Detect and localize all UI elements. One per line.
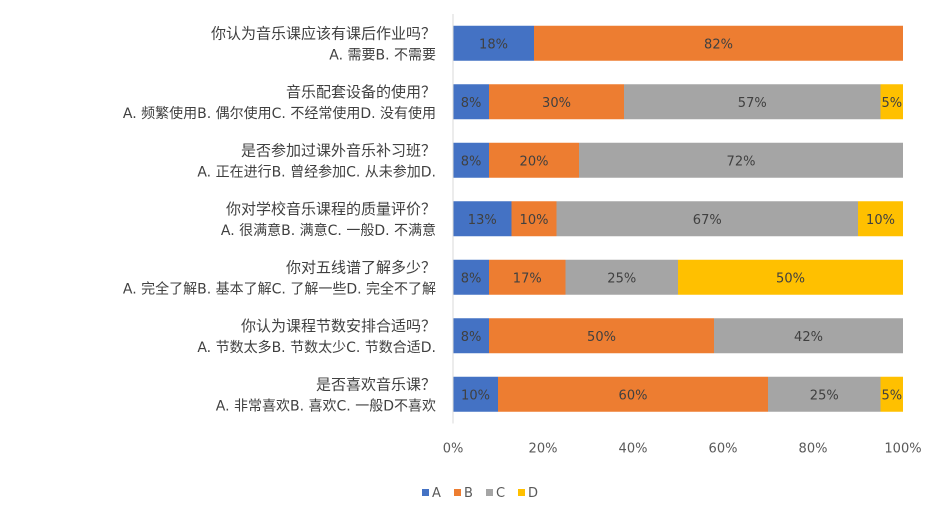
bar-segment-a-row-2 <box>453 84 489 120</box>
data-label-a-row-7: 10% <box>461 388 490 403</box>
bar-segment-a-row-3 <box>453 142 489 178</box>
category-options-label: A. 非常喜欢B. 喜欢C. 一般D不喜欢 <box>216 398 436 414</box>
data-label-d-row-4: 10% <box>866 213 895 228</box>
bar-segment-d-row-7 <box>880 376 903 412</box>
data-label-a-row-1: 18% <box>479 37 508 52</box>
legend-swatch-b <box>454 489 461 496</box>
bar-segment-d-row-5 <box>678 259 903 295</box>
x-tick-label: 100% <box>884 442 921 457</box>
data-label-a-row-6: 8% <box>461 330 482 345</box>
bar-segment-c-row-5 <box>565 259 678 295</box>
bar-segment-a-row-5 <box>453 259 489 295</box>
category-options-label: A. 正在进行B. 曾经参加C. 从未参加D. <box>197 163 436 180</box>
bar-segment-b-row-6 <box>489 318 714 354</box>
category-question-label: 你认为课程节数安排合适吗？ <box>241 317 436 335</box>
data-label-c-row-7: 25% <box>810 388 839 403</box>
bar-segment-c-row-2 <box>624 84 881 120</box>
category-options-label: A. 需要B. 不需要 <box>329 47 436 63</box>
category-options-label: A. 节数太多B. 节数太少C. 节数合适D. <box>197 339 436 356</box>
x-tick-label: 80% <box>799 442 828 457</box>
bar-labels-layer: 18% 82% 8% 30% 57% 5% 8% 20% 72% 13% 10% 67% 10% 8% 17… <box>461 37 902 403</box>
legend-swatch-a <box>422 489 429 496</box>
bar-segment-a-row-4 <box>453 201 512 237</box>
legend: A B C D <box>422 486 538 501</box>
bars-layer <box>453 25 903 412</box>
data-label-b-row-1: 82% <box>704 37 733 52</box>
data-label-a-row-3: 8% <box>461 154 482 169</box>
category-question-label: 你对五线谱了解多少？ <box>286 258 436 276</box>
data-label-d-row-5: 50% <box>776 271 805 286</box>
bar-segment-d-row-4 <box>858 201 903 237</box>
data-label-c-row-3: 72% <box>727 154 756 169</box>
x-tick-label: 0% <box>443 442 464 457</box>
legend-swatch-c <box>486 489 493 496</box>
bar-segment-b-row-2 <box>489 84 624 120</box>
bar-segment-d-row-2 <box>880 84 903 120</box>
category-options-label: A. 频繁使用B. 偶尔使用C. 不经常使用D. 没有使用 <box>123 105 436 122</box>
data-label-a-row-4: 13% <box>468 213 497 228</box>
legend-swatch-d <box>518 489 525 496</box>
data-label-c-row-2: 57% <box>738 96 767 111</box>
legend-label-c: C <box>496 486 505 501</box>
bar-segment-b-row-1 <box>534 25 903 61</box>
bar-segment-a-row-1 <box>453 25 534 61</box>
bar-segment-b-row-4 <box>511 201 557 237</box>
x-tick-label: 20% <box>529 442 558 457</box>
bar-segment-b-row-7 <box>498 376 768 412</box>
category-question-label: 你对学校音乐课程的质量评价？ <box>226 200 436 218</box>
axis-layer: 0% 20% 40% 60% 80% 100% <box>443 14 922 457</box>
bar-segment-c-row-3 <box>579 142 903 178</box>
legend-label-b: B <box>464 486 473 501</box>
data-label-b-row-3: 20% <box>520 154 549 169</box>
category-options-label: A. 完全了解B. 基本了解C. 了解一些D. 完全不了解 <box>123 280 436 297</box>
data-label-c-row-5: 25% <box>607 271 636 286</box>
bar-segment-b-row-5 <box>489 259 566 295</box>
category-question-label: 你认为音乐课应该有课后作业吗？ <box>211 24 436 42</box>
data-label-d-row-2: 5% <box>881 96 902 111</box>
data-label-a-row-5: 8% <box>461 271 482 286</box>
legend-label-d: D <box>528 486 538 501</box>
data-label-b-row-7: 60% <box>619 388 648 403</box>
bar-segment-a-row-6 <box>453 318 489 354</box>
category-question-label: 是否喜欢音乐课？ <box>316 375 436 393</box>
legend-label-a: A <box>432 486 441 501</box>
x-tick-label: 60% <box>709 442 738 457</box>
bar-segment-c-row-7 <box>768 376 881 412</box>
data-label-b-row-2: 30% <box>542 96 571 111</box>
data-label-c-row-4: 67% <box>693 213 722 228</box>
data-label-c-row-6: 42% <box>794 330 823 345</box>
x-tick-label: 40% <box>619 442 648 457</box>
bar-segment-b-row-3 <box>489 142 579 178</box>
bar-segment-c-row-4 <box>556 201 858 237</box>
data-label-a-row-2: 8% <box>461 96 482 111</box>
category-question-label: 是否参加过课外音乐补习班？ <box>241 141 436 159</box>
data-label-b-row-4: 10% <box>520 213 549 228</box>
category-question-label: 音乐配套设备的使用？ <box>286 83 436 101</box>
bar-segment-a-row-7 <box>453 376 498 412</box>
bar-segment-c-row-6 <box>714 318 903 354</box>
category-options-label: A. 很满意B. 满意C. 一般D. 不满意 <box>221 222 436 239</box>
data-label-b-row-6: 50% <box>587 330 616 345</box>
data-label-b-row-5: 17% <box>513 271 542 286</box>
data-label-d-row-7: 5% <box>881 388 902 403</box>
